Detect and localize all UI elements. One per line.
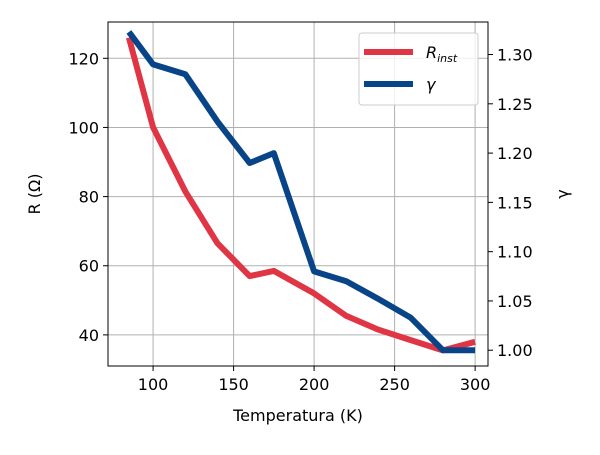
x-axis-ticks: 100 150 200 250 300: [138, 366, 491, 394]
x-axis-title: Temperatura (K): [232, 406, 363, 425]
x-tick-label: 300: [460, 375, 491, 394]
y-tick-label: 60: [79, 257, 99, 276]
y2-tick-label: 1.05: [497, 292, 533, 311]
legend-label-gamma: γ: [426, 75, 437, 94]
y2-tick-label: 1.25: [497, 95, 533, 114]
y-tick-label: 100: [68, 118, 99, 137]
x-tick-label: 150: [218, 375, 249, 394]
series-line-r-inst: [126, 36, 476, 354]
plot-frame: [107, 21, 489, 367]
y-tick-label: 80: [79, 188, 99, 207]
y-axis-ticks: 40 60 80 100 120: [68, 49, 108, 345]
y2-axis-title: γ: [553, 189, 572, 198]
x-tick-label: 250: [379, 375, 410, 394]
y-tick-label: 120: [68, 49, 99, 68]
y2-tick-label: 1.10: [497, 243, 533, 262]
y2-axis-ticks: 1.00 1.05 1.10 1.15 1.20 1.25 1.30: [488, 46, 533, 360]
legend: Rinst γ: [358, 32, 479, 106]
y2-tick-label: 1.30: [497, 46, 533, 65]
legend-label-r-inst: Rinst: [426, 43, 458, 65]
plot-series: [126, 30, 476, 354]
y2-tick-label: 1.00: [497, 341, 533, 360]
legend-box: [358, 32, 479, 106]
series-line-gamma: [126, 30, 476, 354]
x-tick-label: 100: [138, 375, 169, 394]
y-tick-label: 40: [79, 326, 99, 345]
y2-tick-label: 1.20: [497, 144, 533, 163]
y-axis-title: R (Ω): [25, 174, 44, 215]
x-tick-label: 200: [299, 375, 330, 394]
y2-tick-label: 1.15: [497, 193, 533, 212]
